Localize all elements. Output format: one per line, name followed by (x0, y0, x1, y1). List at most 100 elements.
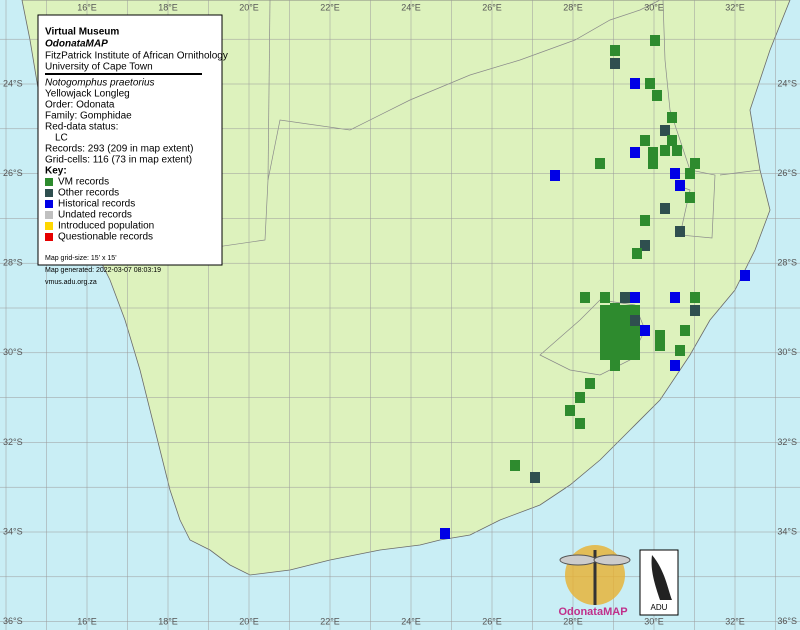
adu-logo: ADU (639, 549, 679, 616)
lat-label: 24°S (777, 78, 797, 88)
grid-size: Map grid-size: 15' x 15' (45, 255, 117, 262)
record-cell (660, 145, 670, 156)
record-cell (595, 158, 605, 169)
lat-label: 28°S (3, 258, 23, 268)
record-cell (530, 472, 540, 483)
record-cell (652, 90, 662, 101)
lat-label: 30°S (777, 347, 797, 357)
lon-label: 22°E (320, 2, 340, 12)
key-label: Undated records (58, 210, 132, 221)
record-cell (640, 135, 650, 146)
red-data: Red-data status: (45, 122, 118, 133)
order: Order: Odonata (45, 100, 115, 111)
record-cell (667, 135, 677, 146)
site: vmus.adu.org.za (45, 279, 97, 286)
record-cell (610, 303, 620, 314)
lat-label: 26°S (3, 168, 23, 178)
lat-label: 32°S (3, 437, 23, 447)
lon-label: 16°E (77, 2, 97, 12)
record-cell (575, 392, 585, 403)
status: LC (55, 133, 68, 144)
key-label: Introduced population (58, 221, 154, 232)
record-cell (680, 325, 690, 336)
key-label: VM records (58, 177, 109, 188)
record-cell (640, 240, 650, 251)
project: OdonataMAP (45, 39, 108, 50)
key-label: Other records (58, 188, 119, 199)
record-cell (672, 145, 682, 156)
record-cell (632, 248, 642, 259)
lat-label: 26°S (777, 168, 797, 178)
record-cell (685, 192, 695, 203)
record-cell (690, 158, 700, 169)
lon-label: 18°E (158, 616, 178, 626)
record-cell (580, 292, 590, 303)
record-cell (675, 180, 685, 191)
record-cell (670, 292, 680, 303)
lon-label: 16°E (77, 616, 97, 626)
record-cell (565, 405, 575, 416)
record-cell (610, 45, 620, 56)
logo-wing (559, 554, 597, 566)
lon-label: 28°E (563, 616, 583, 626)
record-cell (620, 292, 630, 303)
record-cell (675, 226, 685, 237)
record-cells (440, 35, 750, 539)
record-cell (610, 360, 620, 371)
species: Notogomphus praetorius (45, 78, 155, 89)
record-cell (670, 360, 680, 371)
key-swatch (45, 222, 53, 230)
legend-box (37, 14, 223, 266)
record-cell (630, 147, 640, 158)
legend: Virtual Museum OdonataMAP FitzPatrick In… (37, 14, 228, 266)
lon-label: 26°E (482, 2, 502, 12)
record-block (600, 305, 640, 360)
lat-label: 32°S (777, 437, 797, 447)
record-cell (640, 215, 650, 226)
record-cell (690, 292, 700, 303)
family: Family: Gomphidae (45, 111, 132, 122)
record-cell (667, 112, 677, 123)
lat-label: 36°S (777, 616, 797, 626)
lon-label: 28°E (563, 2, 583, 12)
grid-cells: Grid-cells: 116 (73 in map extent) (45, 155, 192, 166)
adu-feather (651, 555, 672, 600)
lat-label: 36°S (3, 616, 23, 626)
record-cell (510, 460, 520, 471)
record-cell (630, 292, 640, 303)
record-cell (648, 147, 658, 158)
institute: FitzPatrick Institute of African Ornitho… (45, 51, 228, 62)
record-cell (650, 35, 660, 46)
lon-label: 32°E (725, 2, 745, 12)
logo-wing (593, 554, 631, 566)
lon-label: 20°E (239, 616, 259, 626)
key-swatch (45, 233, 53, 241)
lat-label: 34°S (3, 526, 23, 536)
lon-label: 18°E (158, 2, 178, 12)
lat-label: 24°S (3, 78, 23, 88)
record-cell (655, 330, 665, 341)
key-label: Historical records (58, 199, 135, 210)
axis-labels: 16°E 16°E 18°E 18°E 20°E 20°E 22°E 22°E 24°E 24°E… (3, 2, 797, 626)
lon-label: 32°E (725, 616, 745, 626)
records: Records: 293 (209 in map extent) (45, 144, 193, 155)
lat-label: 28°S (777, 258, 797, 268)
key-swatch (45, 200, 53, 208)
generated: Map generated: 2022-03-07 08:03:19 (45, 267, 161, 274)
key-swatch (45, 178, 53, 186)
record-cell (600, 292, 610, 303)
record-cell (740, 270, 750, 281)
key-title: Key: (45, 166, 67, 177)
adu-text: ADU (651, 603, 668, 612)
record-cell (690, 305, 700, 316)
record-cell (575, 418, 585, 429)
common-name: Yellowjack Longleg (45, 89, 130, 100)
record-cell (670, 168, 680, 179)
record-cell (630, 315, 640, 326)
lon-label: 20°E (239, 2, 259, 12)
lon-label: 30°E (644, 2, 664, 12)
lat-label: 34°S (777, 526, 797, 536)
